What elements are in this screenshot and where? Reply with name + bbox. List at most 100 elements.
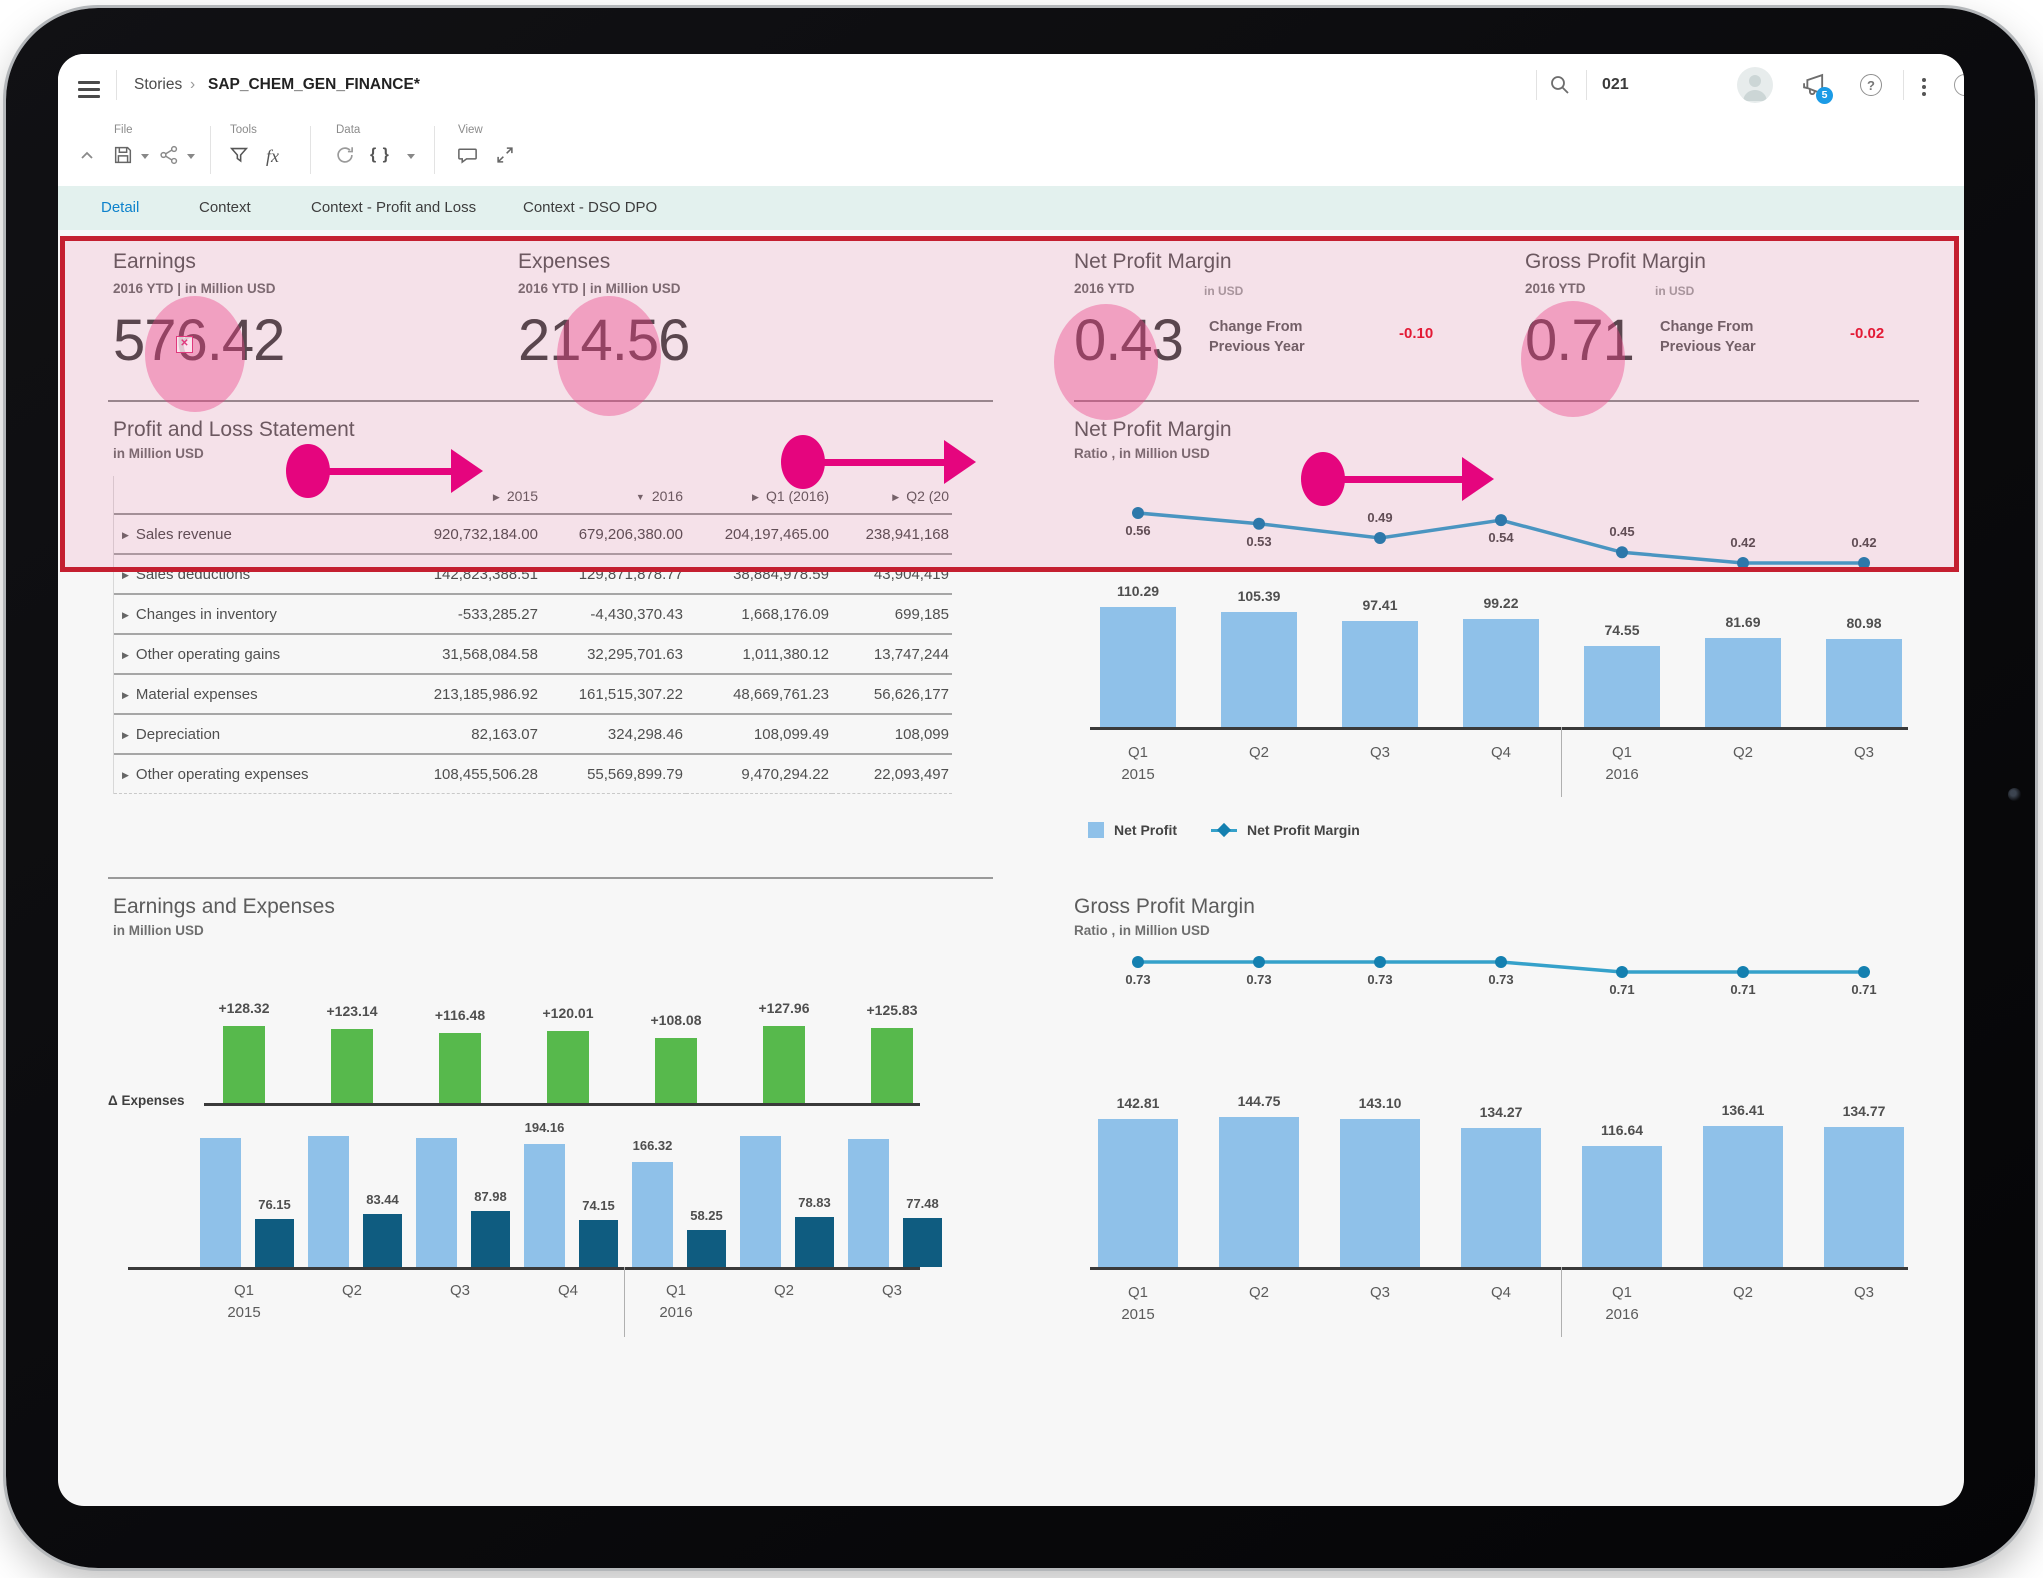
expand-icon[interactable]: ▶ [122, 609, 129, 620]
search-input[interactable]: 021 [1602, 76, 1629, 93]
share-dropdown-caret[interactable] [187, 154, 195, 159]
expand-icon[interactable]: ▶ [122, 569, 129, 580]
pnl-cell[interactable]: 38,884,978.59 [686, 553, 832, 595]
pnl-cell[interactable]: 43,904,419 [832, 553, 952, 595]
pnl-cell[interactable]: 55,569,899.79 [541, 753, 686, 794]
bar-expenses[interactable] [579, 1220, 618, 1267]
pnl-row-label[interactable]: ▶ Depreciation [114, 713, 396, 755]
bar-net-profit[interactable] [1221, 612, 1297, 727]
formula-icon[interactable]: fx [266, 146, 279, 166]
chart-gross-profit-margin[interactable]: 142.81 144.75 143.10 134.27 116.64 136.41 134.… [1074, 947, 1919, 1347]
tab-context-dso-dpo[interactable]: Context - DSO DPO [523, 199, 658, 216]
pnl-cell[interactable]: 108,455,506.28 [396, 753, 541, 794]
bar-gross-profit[interactable] [1582, 1146, 1662, 1267]
bar-expenses[interactable] [903, 1218, 942, 1267]
bar-delta[interactable] [547, 1030, 589, 1103]
bar-net-profit[interactable] [1100, 607, 1176, 727]
kpi-net-profit-margin[interactable]: Net Profit Margin 2016 YTD in USD 0.43 C… [1074, 250, 1504, 370]
pnl-row-label[interactable]: ▶ Sales revenue [114, 513, 396, 555]
expand-icon[interactable]: ▶ [892, 492, 900, 502]
pnl-cell[interactable]: 161,515,307.22 [541, 673, 686, 715]
bar-expenses[interactable] [363, 1214, 402, 1267]
pnl-cell[interactable]: 129,871,878.77 [541, 553, 686, 595]
pnl-cell[interactable]: 1,011,380.12 [686, 633, 832, 675]
expand-icon[interactable]: ▶ [122, 769, 129, 780]
pnl-cell[interactable]: 31,568,084.58 [396, 633, 541, 675]
kpi-gross-profit-margin[interactable]: Gross Profit Margin 2016 YTD in USD 0.71… [1525, 250, 1955, 370]
share-icon[interactable] [158, 144, 180, 166]
bar-delta[interactable] [763, 1026, 805, 1103]
tab-context[interactable]: Context [199, 199, 251, 216]
pnl-cell[interactable]: 213,185,986.92 [396, 673, 541, 715]
braces-icon[interactable]: { } [370, 146, 390, 163]
bar-net-profit[interactable] [1463, 619, 1539, 727]
bar-delta[interactable] [655, 1038, 697, 1103]
expand-icon[interactable]: ▶ [122, 689, 129, 700]
kpi-expenses[interactable]: Expenses 2016 YTD | in Million USD 214.5… [518, 250, 878, 370]
notifications-icon[interactable]: 5 [1800, 71, 1833, 104]
menu-icon[interactable] [78, 77, 100, 102]
bar-earnings[interactable] [524, 1144, 565, 1267]
bar-earnings[interactable] [848, 1138, 889, 1267]
pnl-cell[interactable]: 108,099 [832, 713, 952, 755]
pnl-row-label[interactable]: ▶ Other operating gains [114, 633, 396, 675]
pnl-cell[interactable]: 56,626,177 [832, 673, 952, 715]
bar-gross-profit[interactable] [1219, 1116, 1299, 1267]
pnl-col-header[interactable]: ▶ Q2 (20 [832, 476, 952, 515]
tab-context-profit-and-loss[interactable]: Context - Profit and Loss [311, 199, 477, 216]
pnl-cell[interactable]: -4,430,370.43 [541, 593, 686, 635]
pnl-col-header[interactable]: ▶ 2015 [396, 476, 541, 515]
pnl-cell[interactable]: 9,470,294.22 [686, 753, 832, 794]
pnl-row-label[interactable]: ▶ Sales deductions [114, 553, 396, 595]
kpi-earnings[interactable]: Earnings 2016 YTD | in Million USD 576.4… [113, 250, 473, 370]
pnl-cell[interactable]: 1,668,176.09 [686, 593, 832, 635]
bar-earnings[interactable] [308, 1136, 349, 1267]
bar-earnings[interactable] [416, 1137, 457, 1267]
collapse-toolbar-icon[interactable] [78, 148, 96, 162]
save-dropdown-caret[interactable] [141, 154, 149, 159]
chart-earnings-and-expenses[interactable]: Δ Expenses +128.32 +123.14 +116.48 +120.01 +… [108, 952, 953, 1352]
expand-icon[interactable]: ▶ [122, 649, 129, 660]
expand-icon[interactable]: ▼ [635, 492, 645, 502]
pnl-cell[interactable]: 679,206,380.00 [541, 513, 686, 555]
bar-net-profit[interactable] [1826, 638, 1902, 727]
bar-expenses[interactable] [687, 1230, 726, 1267]
bar-earnings[interactable] [740, 1136, 781, 1267]
pnl-cell[interactable]: 82,163.07 [396, 713, 541, 755]
pnl-row-label[interactable]: ▶ Changes in inventory [114, 593, 396, 635]
pnl-col-header[interactable]: ▼ 2016 [541, 476, 686, 515]
bar-expenses[interactable] [255, 1218, 294, 1267]
expand-icon[interactable]: ▶ [492, 492, 500, 502]
search-icon[interactable] [1548, 73, 1572, 97]
expand-icon[interactable]: ▶ [122, 529, 129, 540]
filter-icon[interactable] [228, 144, 250, 166]
refresh-icon[interactable] [334, 144, 356, 166]
bar-net-profit[interactable] [1584, 645, 1660, 727]
breadcrumb[interactable]: Stories [134, 76, 183, 93]
help-icon[interactable]: ? [1860, 74, 1882, 96]
pnl-cell[interactable]: 108,099.49 [686, 713, 832, 755]
tab-detail[interactable]: Detail [101, 199, 140, 216]
pnl-cell[interactable]: 48,669,761.23 [686, 673, 832, 715]
bar-gross-profit[interactable] [1098, 1118, 1178, 1267]
bar-delta[interactable] [331, 1029, 373, 1103]
bar-net-profit[interactable] [1705, 638, 1781, 727]
bar-earnings[interactable] [632, 1161, 673, 1267]
bar-delta[interactable] [871, 1027, 913, 1103]
pnl-row-label[interactable]: ▶ Other operating expenses [114, 753, 396, 794]
edge-clipped-icon[interactable] [1954, 74, 1964, 96]
pnl-cell[interactable]: 22,093,497 [832, 753, 952, 794]
bar-net-profit[interactable] [1342, 621, 1418, 727]
braces-dropdown-caret[interactable] [407, 154, 415, 159]
expand-icon[interactable]: ▶ [752, 492, 759, 502]
pnl-cell[interactable]: 699,185 [832, 593, 952, 635]
bar-delta[interactable] [223, 1026, 265, 1103]
pnl-cell[interactable]: 238,941,168 [832, 513, 952, 555]
bar-gross-profit[interactable] [1703, 1125, 1783, 1267]
pnl-cell[interactable]: 142,823,388.51 [396, 553, 541, 595]
save-icon[interactable] [112, 144, 134, 166]
fullscreen-icon[interactable] [494, 144, 516, 166]
pnl-cell[interactable]: 324,298.46 [541, 713, 686, 755]
comment-icon[interactable] [456, 144, 479, 167]
bar-expenses[interactable] [471, 1211, 510, 1267]
